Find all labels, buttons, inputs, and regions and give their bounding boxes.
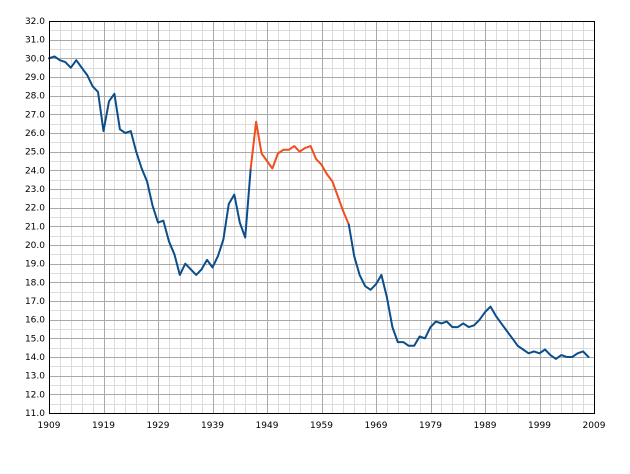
x-tick-label: 1959 — [310, 421, 333, 431]
y-tick-label: 16.0 — [25, 316, 45, 326]
y-tick-label: 24.0 — [25, 166, 45, 176]
plot-area-border — [49, 21, 595, 414]
y-axis-tick-labels: 11.0 12.0 13.0 14.0 15.0 16.0 17.0 18.0 19.0 20.0… — [25, 17, 45, 419]
y-tick-label: 20.0 — [25, 241, 45, 251]
x-tick-label: 1969 — [365, 421, 388, 431]
series-line-3 — [347, 223, 590, 360]
y-tick-label: 11.0 — [25, 409, 45, 419]
x-tick-label: 2009 — [583, 421, 606, 431]
y-tick-label: 22.0 — [25, 204, 45, 214]
x-tick-label: 1979 — [419, 421, 442, 431]
x-tick-label: 1919 — [92, 421, 115, 431]
x-tick-label: 1999 — [528, 421, 551, 431]
y-tick-label: 15.0 — [25, 334, 45, 344]
x-tick-label: 1929 — [147, 421, 170, 431]
series-line-2 — [249, 120, 350, 226]
y-tick-label: 19.0 — [25, 260, 45, 270]
y-tick-label: 30.0 — [25, 54, 45, 64]
x-tick-label: 1909 — [38, 421, 61, 431]
y-tick-label: 13.0 — [25, 372, 45, 382]
y-tick-label: 31.0 — [25, 36, 45, 46]
grid — [49, 21, 595, 414]
y-tick-label: 26.0 — [25, 129, 45, 139]
y-tick-label: 27.0 — [25, 110, 45, 120]
series-lines — [48, 55, 590, 360]
y-tick-label: 12.0 — [25, 390, 45, 400]
x-axis-tick-labels: 1909 1919 1929 1939 1949 1959 1969 1979 1989 1999… — [38, 421, 606, 431]
x-tick-label: 1949 — [256, 421, 279, 431]
series-line-1 — [48, 55, 252, 276]
y-tick-label: 18.0 — [25, 278, 45, 288]
y-tick-label: 28.0 — [25, 92, 45, 102]
x-tick-label: 1989 — [474, 421, 497, 431]
y-tick-label: 29.0 — [25, 73, 45, 83]
y-tick-label: 17.0 — [25, 297, 45, 307]
y-tick-label: 14.0 — [25, 353, 45, 363]
y-tick-label: 25.0 — [25, 148, 45, 158]
y-tick-label: 23.0 — [25, 185, 45, 195]
y-tick-label: 32.0 — [25, 17, 45, 27]
x-tick-label: 1939 — [201, 421, 224, 431]
y-tick-label: 21.0 — [25, 222, 45, 232]
